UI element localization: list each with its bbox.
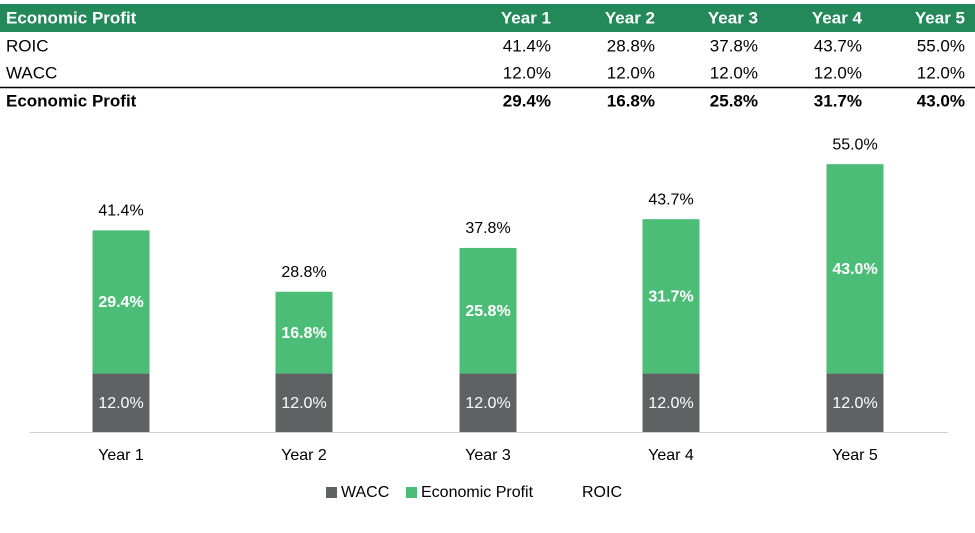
- bar-segment: [459, 247, 517, 374]
- data-label: 12.0%: [465, 395, 510, 412]
- data-label: 25.8%: [465, 303, 510, 320]
- legend-label: WACC: [341, 484, 389, 501]
- data-label: 43.0%: [832, 261, 877, 278]
- bar-segment: [826, 164, 884, 374]
- table-cell: 55.0%: [917, 36, 965, 55]
- table-cell: 37.8%: [710, 36, 758, 55]
- table-cell: 12.0%: [814, 63, 862, 82]
- table-header-cell: Year 2: [605, 8, 655, 27]
- data-label: 12.0%: [98, 395, 143, 412]
- x-tick-label: Year 2: [281, 447, 327, 464]
- x-tick-label: Year 5: [832, 447, 878, 464]
- total-label: 55.0%: [832, 136, 877, 153]
- data-label: 16.8%: [281, 325, 326, 342]
- total-label: 37.8%: [465, 220, 510, 237]
- legend-label: Economic Profit: [421, 484, 534, 501]
- bar-segment: [275, 373, 333, 432]
- data-label: 12.0%: [832, 395, 877, 412]
- bar-segment: [826, 373, 884, 432]
- table-header-cell: Year 5: [915, 8, 965, 27]
- total-label: 43.7%: [648, 191, 693, 208]
- table-header-cell: Economic Profit: [6, 8, 137, 27]
- table-header-cell: Year 4: [812, 8, 863, 27]
- table-cell: WACC: [6, 63, 57, 82]
- data-label: 31.7%: [648, 289, 693, 306]
- total-label: 41.4%: [98, 203, 143, 220]
- bar-segment: [642, 373, 700, 432]
- bar-segment: [92, 373, 150, 432]
- table-cell: 41.4%: [503, 36, 551, 55]
- table-cell: 25.8%: [710, 91, 758, 110]
- table-header-bg: [0, 4, 975, 32]
- table-cell: 31.7%: [814, 91, 862, 110]
- bar-segment: [459, 373, 517, 432]
- total-label: 28.8%: [281, 264, 326, 281]
- table-cell: 16.8%: [607, 91, 655, 110]
- table-cell: 28.8%: [607, 36, 655, 55]
- data-label: 12.0%: [281, 395, 326, 412]
- table-cell: 29.4%: [503, 91, 551, 110]
- bar-segment: [275, 291, 333, 374]
- table-cell: 12.0%: [503, 63, 551, 82]
- data-label: 29.4%: [98, 294, 143, 311]
- x-tick-label: Year 3: [465, 447, 511, 464]
- table-cell: 12.0%: [607, 63, 655, 82]
- legend-swatch: [326, 487, 337, 498]
- table-cell: 43.7%: [814, 36, 862, 55]
- bar-segment: [642, 219, 700, 374]
- table-cell: Economic Profit: [6, 91, 137, 110]
- table-header-cell: Year 3: [708, 8, 758, 27]
- table-header-cell: Year 1: [501, 8, 551, 27]
- table-cell: 43.0%: [917, 91, 965, 110]
- x-tick-label: Year 4: [648, 447, 694, 464]
- bar-segment: [92, 230, 150, 374]
- legend-label: ROIC: [582, 484, 622, 501]
- data-label: 12.0%: [648, 395, 693, 412]
- table-cell: 12.0%: [917, 63, 965, 82]
- table-cell: 12.0%: [710, 63, 758, 82]
- table-cell: ROIC: [6, 36, 49, 55]
- x-tick-label: Year 1: [98, 447, 144, 464]
- legend-swatch: [406, 487, 417, 498]
